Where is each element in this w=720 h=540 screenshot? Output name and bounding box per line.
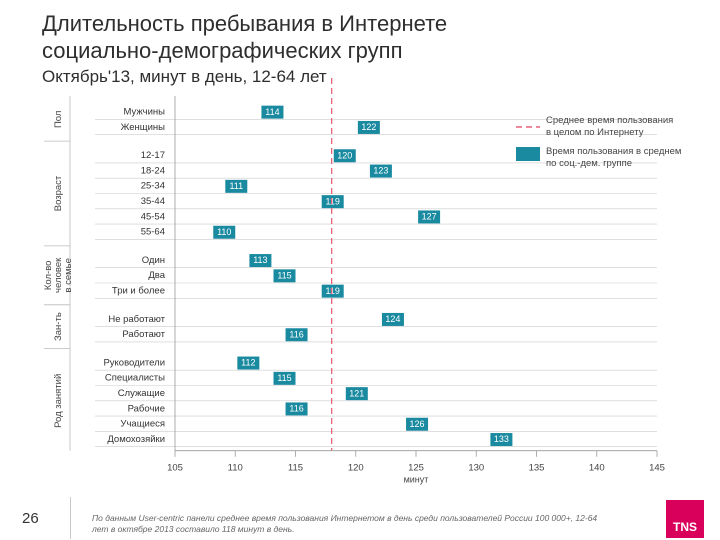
data-label: 110	[217, 227, 231, 237]
group-label-text: в семье	[63, 258, 74, 292]
category-label: Рабочие	[128, 403, 165, 414]
group-label: Зан-ть	[53, 312, 64, 341]
bar	[418, 210, 441, 224]
category-label: Женщины	[121, 122, 166, 133]
page-number: 26	[22, 510, 39, 527]
group-label-text: Кол-во	[43, 261, 54, 291]
data-label: 113	[253, 255, 267, 265]
bar	[357, 120, 380, 134]
tns-logo: TNS	[666, 500, 704, 538]
data-label: 111	[229, 181, 243, 191]
data-label: 119	[326, 286, 340, 296]
category-label: Три и более	[112, 286, 165, 297]
bar	[273, 269, 296, 283]
bar	[321, 195, 344, 209]
legend-average-text: в целом по Интернету	[546, 127, 644, 138]
bar	[285, 402, 308, 416]
x-tick-label: 130	[468, 463, 484, 474]
category-label: 25-34	[141, 181, 165, 192]
bar	[406, 417, 429, 431]
legend-group-text: Время пользования в среднем	[546, 146, 681, 157]
title-line-1: Длительность пребывания в Интернете	[42, 11, 448, 36]
category-label: Мужчины	[124, 107, 166, 118]
data-label: 123	[373, 166, 388, 176]
group-label-text: Род занятий	[53, 374, 64, 428]
bar	[273, 371, 296, 385]
category-label: Учащиеся	[120, 419, 165, 430]
data-label: 116	[289, 404, 303, 414]
category-label: 55-64	[141, 227, 165, 238]
category-label: Руководители	[103, 357, 165, 368]
category-label: 45-54	[141, 211, 165, 222]
bar	[490, 433, 513, 447]
data-label: 119	[326, 196, 340, 206]
x-tick-label: 125	[408, 463, 424, 474]
category-label: Работают	[122, 329, 165, 340]
legend-group-text: по соц.-дем. группе	[546, 158, 632, 169]
bar	[381, 312, 404, 326]
data-label: 114	[265, 107, 279, 117]
bar	[321, 284, 344, 298]
category-label: Один	[142, 255, 165, 266]
category-label: Специалисты	[105, 373, 165, 384]
bar	[213, 225, 236, 239]
title-line-2: социально-демографических групп	[42, 38, 403, 63]
legend-group-swatch	[516, 147, 540, 161]
group-label-text: Возраст	[53, 175, 64, 211]
bar	[285, 328, 308, 342]
data-label: 122	[361, 122, 376, 132]
data-label: 127	[422, 212, 437, 222]
x-tick-label: 110	[228, 463, 243, 474]
group-label: Кол-во человек в семье	[43, 257, 74, 293]
legend-average-text: Среднее время пользования	[546, 115, 673, 126]
data-label: 115	[277, 271, 291, 281]
footer-note: По данным User-centric панели среднее вр…	[92, 513, 598, 534]
bar-chart: Пол Возраст Кол-во человек в семье Зан-ть Род …	[43, 78, 681, 485]
x-tick-label: 115	[288, 463, 303, 474]
x-axis-label: минут	[404, 475, 429, 485]
category-label: Служащие	[118, 388, 165, 399]
category-label: Не работают	[108, 314, 165, 325]
x-tick-label: 140	[589, 463, 605, 474]
x-tick-label: 120	[348, 463, 364, 474]
category-label: 35-44	[141, 196, 165, 207]
data-label: 133	[494, 434, 509, 444]
group-label: Возраст	[53, 175, 64, 211]
footer-divider	[70, 497, 71, 539]
bar	[261, 105, 284, 119]
chart-title: Длительность пребывания в Интернете соци…	[42, 10, 447, 64]
group-label-text: Пол	[53, 111, 64, 128]
category-label: 18-24	[141, 165, 165, 176]
data-label: 112	[241, 358, 255, 368]
data-label: 124	[385, 314, 400, 324]
group-label-text: человек	[53, 257, 64, 293]
bar	[369, 164, 392, 178]
group-label: Род занятий	[53, 374, 64, 428]
x-tick-label: 135	[529, 463, 545, 474]
x-tick-label: 105	[167, 463, 183, 474]
bar	[333, 149, 356, 163]
data-label: 120	[337, 150, 352, 160]
group-label-text: Зан-ть	[53, 312, 64, 341]
bar	[225, 179, 248, 193]
chart-subtitle: Октябрь'13, минут в день, 12-64 лет	[42, 67, 327, 86]
category-label: Домохозяйки	[107, 434, 165, 445]
group-label: Пол	[53, 111, 64, 128]
data-label: 116	[289, 329, 303, 339]
bar	[345, 387, 368, 401]
data-label: 126	[410, 419, 425, 429]
x-tick-label: 145	[649, 463, 665, 474]
bar	[249, 254, 272, 268]
category-label: 12-17	[141, 150, 165, 161]
category-label: Два	[148, 270, 165, 281]
data-label: 115	[277, 373, 291, 383]
data-label: 121	[349, 388, 364, 398]
bar	[237, 356, 260, 370]
